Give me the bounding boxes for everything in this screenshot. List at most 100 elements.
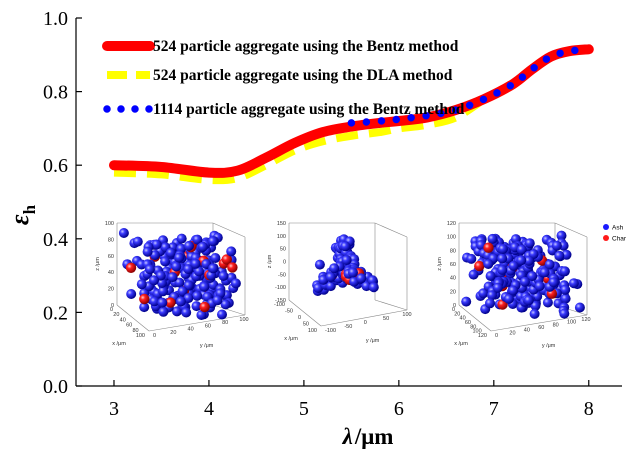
inset-y-tick: -100 [325,328,336,334]
ash-particle [485,271,496,281]
ash-particle [157,278,167,288]
ash-particle [530,300,541,311]
ash-particle [368,282,379,293]
inset-z-tick: -50 [278,272,286,278]
inset-z-tick: 20 [450,289,456,295]
ash-particle [210,253,221,263]
x-axis-symbol: λ [342,424,353,449]
inset-box-edge [288,299,322,327]
ash-particle [149,275,159,286]
ash-particle [487,290,497,301]
ash-particle [551,240,562,251]
inset-box-edge [116,304,150,332]
inset-z-tick: 100 [277,234,286,240]
inset-x-tick: 100 [308,328,317,334]
inset-x-tick: 40 [120,317,126,323]
inset-z-label: z /μm [437,257,443,271]
series-layer [109,44,594,185]
inset-x-tick: 0 [452,307,455,313]
inset-x-tick: 80 [470,324,476,330]
y-ticks: 0.0 0.2 0.4 0.6 0.8 1.0 [43,8,82,398]
ash-particle [167,272,178,283]
x-axis-unit: /μm [354,424,394,449]
y-tick-label: 0.4 [43,229,68,251]
ash-particle [559,308,570,319]
inset-box-edge [148,314,246,332]
ash-particle [177,286,188,297]
ash-particle [520,276,530,287]
ash-particle [208,263,219,274]
ash-particle [524,238,535,249]
x-tick-label: 8 [584,398,594,420]
inset-z-tick: 0 [283,260,286,266]
ash-particle [348,267,358,278]
inset-legend-label: Char [612,236,627,243]
x-tick-label: 3 [109,398,119,420]
ash-particle [208,236,218,247]
ash-particle [468,269,479,280]
ash-particle [144,264,155,275]
inset-x-tick: 0 [110,307,113,313]
ash-particle [149,296,160,307]
ash-particle [508,285,519,296]
inset-z-tick: 20 [108,287,114,293]
ash-particle [183,293,194,304]
y-tick-label: 0.6 [43,155,68,177]
legend-label-1: 524 particle aggregate using the Bentz m… [153,38,459,55]
ash-particle [197,241,208,252]
ash-particle [329,263,340,274]
inset-y-tick: 100 [402,312,411,318]
legend-label-2: 524 particle aggregate using the DLA met… [153,67,453,84]
inset-x-tick: 100 [472,329,481,335]
inset-box-edge [458,304,492,332]
ash-particle [559,266,570,277]
char-particle [483,242,494,253]
inset-y-tick: 80 [222,320,228,326]
inset-z-tick: 120 [447,221,456,227]
ash-particle [218,271,229,281]
inset-y-label: y /μm [366,338,380,344]
inset-x-tick: -50 [285,309,293,315]
inset-y-tick: 80 [553,322,559,328]
inset-y-label: y /μm [542,343,556,349]
ash-particle [516,255,527,266]
ash-particle [325,272,336,282]
ash-particle [196,310,207,320]
ash-particle [492,282,503,293]
ash-particle [191,301,202,312]
ash-particle [503,293,514,304]
ash-particle [314,259,325,270]
inset-legend: Ash Char [603,224,627,243]
inset-legend-dot [603,224,609,230]
x-tick-label: 4 [204,398,214,420]
inset-y-tick: 40 [524,328,530,334]
inset-box-edge [554,222,588,238]
inset-x-tick: 40 [460,316,466,322]
inset-y-tick: 0 [495,333,498,339]
ash-particle [194,266,204,277]
ash-particle [192,290,203,301]
ash-particle [158,306,169,317]
ash-particle [508,260,519,271]
x-tick-label: 6 [394,398,404,420]
y-axis-symbol: ε [5,214,34,225]
ash-particle [560,284,571,295]
inset-z-label: z /μm [95,257,101,271]
inset-z-tick: 150 [277,221,286,227]
ash-particle [574,302,585,313]
x-axis-title: λ/μm [342,424,394,449]
char-particle [474,260,485,272]
series-line-3 [347,45,593,127]
inset-x-tick: 50 [303,322,309,328]
ash-particle [118,228,129,238]
ash-particle [483,259,494,269]
ash-particle [461,296,472,307]
ash-particle [184,240,194,251]
inset-y-tick: 0 [364,320,367,326]
inset-y-tick: -50 [344,324,352,330]
inset-x-tick: 0 [298,315,301,321]
ash-particle [539,267,550,278]
